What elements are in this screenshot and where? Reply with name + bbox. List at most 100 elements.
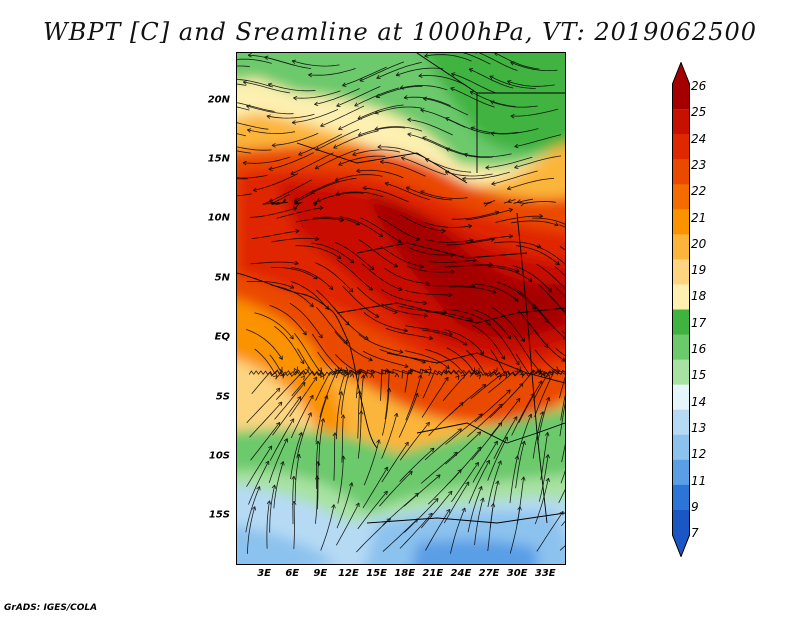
streamlines (237, 53, 565, 554)
streamline (380, 161, 426, 177)
streamline (375, 85, 423, 98)
streamline-arrow (446, 508, 451, 514)
streamline (250, 422, 281, 461)
streamline (514, 288, 549, 323)
streamline-arrow (298, 151, 303, 156)
streamline (560, 394, 565, 421)
x-tick-label: 15E (366, 568, 387, 579)
streamline-arrow (491, 289, 497, 294)
streamline-arrow (291, 120, 296, 125)
streamline (333, 432, 336, 481)
streamline-arrow (293, 366, 298, 371)
streamline-arrow (338, 126, 343, 131)
streamline (420, 190, 468, 199)
streamline (293, 501, 295, 550)
streamline-arrow (515, 360, 520, 366)
streamline (401, 157, 447, 176)
streamline (291, 266, 334, 290)
colorbar-label: 26 (691, 79, 707, 93)
colorbar-swatch (672, 484, 690, 511)
streamline-arrow (295, 228, 300, 234)
y-tick-label: EQ (214, 331, 230, 343)
colorbar-label: 13 (691, 420, 707, 435)
streamline-arrow (418, 374, 423, 379)
streamline-arrow (517, 506, 522, 511)
colorbar-swatch (672, 109, 690, 135)
streamline (552, 284, 565, 297)
streamline (407, 246, 455, 256)
streamline-arrow (483, 202, 488, 207)
streamline-arrow (403, 95, 408, 100)
colorbar-swatch (672, 209, 690, 235)
streamline (445, 431, 482, 465)
streamline (404, 289, 453, 296)
streamline-arrow (368, 286, 374, 291)
streamline (363, 439, 380, 486)
streamline (357, 104, 404, 120)
colorbar-label: 9 (691, 499, 699, 514)
streamline-arrow (370, 369, 376, 374)
streamline-arrow (514, 143, 519, 149)
streamline-arrow (561, 357, 565, 362)
streamline-arrow (462, 176, 467, 182)
streamline-arrow (415, 236, 421, 241)
streamline-arrow (393, 309, 398, 314)
y-tick-label: 15S (208, 509, 230, 521)
streamline (376, 62, 422, 79)
streamline-arrow (562, 335, 565, 340)
streamline-arrow (469, 90, 475, 95)
streamline-arrow (521, 440, 526, 446)
streamline-arrow (333, 144, 338, 149)
streamline (356, 518, 391, 553)
streamline (509, 369, 543, 398)
streamline (404, 368, 428, 393)
streamline (320, 504, 335, 551)
streamline-arrow (508, 207, 513, 213)
streamline (399, 421, 430, 461)
streamline-arrow (280, 461, 285, 466)
streamline-arrow (407, 132, 412, 137)
streamline (317, 461, 319, 510)
coastlines-borders (237, 53, 565, 524)
streamline-arrow (314, 475, 320, 480)
streamline (532, 369, 559, 401)
streamline-arrow (539, 411, 545, 416)
x-tick-label: 21E (422, 568, 444, 579)
streamline (362, 187, 409, 203)
streamline (382, 388, 390, 436)
streamline (422, 369, 448, 399)
streamline (289, 302, 323, 339)
streamline-arrow (547, 288, 553, 293)
streamline (559, 401, 565, 437)
streamline-arrow (555, 260, 560, 266)
streamline-arrow (313, 376, 318, 382)
streamline-arrow (491, 181, 496, 186)
streamline (293, 193, 312, 205)
colorbar-swatch (672, 159, 690, 185)
streamline (269, 484, 276, 533)
streamline (445, 413, 483, 445)
streamline (403, 474, 441, 507)
streamline (424, 54, 472, 62)
streamline-arrow (405, 186, 411, 191)
streamline (466, 349, 498, 378)
streamline-arrow (395, 72, 401, 77)
streamline-arrow (267, 82, 273, 88)
streamline (290, 152, 334, 175)
streamline (298, 133, 342, 156)
streamline-arrow (507, 80, 512, 85)
streamline-arrow (528, 277, 533, 283)
streamline (275, 370, 305, 379)
streamline-arrow (271, 143, 276, 148)
colorbar-swatch (672, 384, 690, 411)
streamline (271, 237, 320, 243)
streamline (400, 214, 446, 232)
streamline (559, 376, 565, 399)
streamline (338, 369, 362, 396)
streamline-arrow (517, 199, 522, 204)
streamline (407, 266, 455, 273)
streamline-arrow (336, 102, 341, 108)
streamline-arrow (490, 100, 495, 105)
streamline-arrow (266, 114, 271, 119)
streamline-arrow (506, 334, 512, 340)
